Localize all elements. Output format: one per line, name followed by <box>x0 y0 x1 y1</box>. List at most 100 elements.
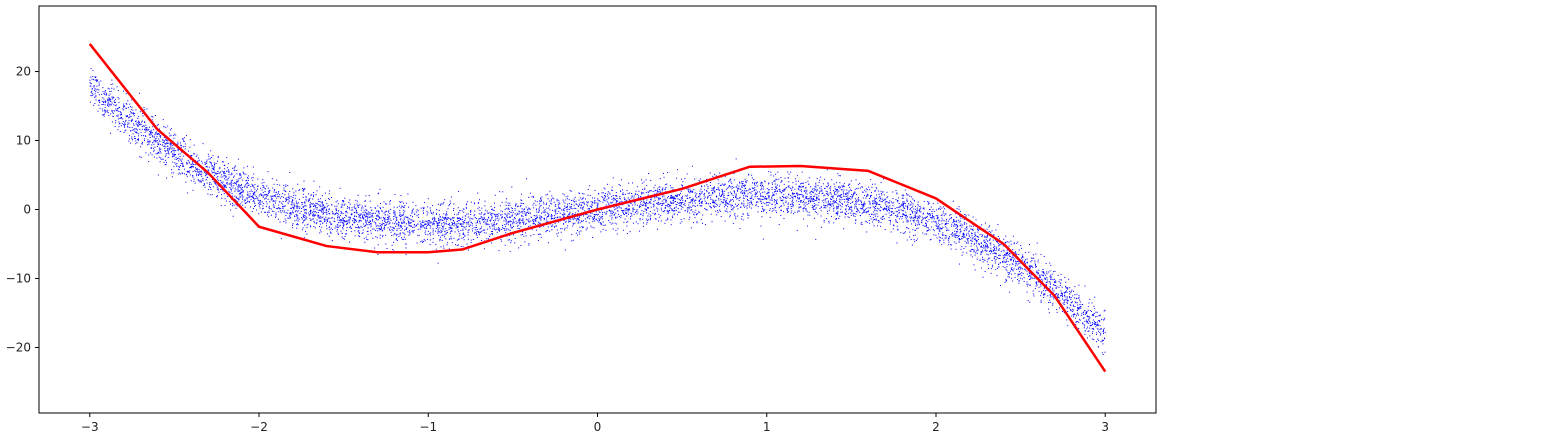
scatter-point <box>151 119 153 121</box>
scatter-point <box>369 211 371 213</box>
scatter-point <box>535 218 537 220</box>
scatter-point <box>936 237 938 239</box>
scatter-point <box>875 186 877 188</box>
scatter-point <box>274 189 276 191</box>
scatter-point <box>748 214 750 216</box>
scatter-point <box>854 192 856 194</box>
scatter-point <box>401 201 403 203</box>
scatter-point <box>906 221 908 223</box>
scatter-point <box>336 210 338 212</box>
scatter-point <box>915 224 917 226</box>
scatter-point <box>958 235 960 237</box>
scatter-point <box>739 188 741 190</box>
scatter-point <box>665 199 667 201</box>
scatter-point <box>756 185 758 187</box>
scatter-point <box>587 201 589 203</box>
scatter-point <box>365 216 367 218</box>
scatter-point <box>1049 281 1051 283</box>
scatter-point <box>720 201 722 203</box>
scatter-point <box>792 203 794 205</box>
scatter-point <box>470 214 472 216</box>
scatter-point <box>1101 339 1103 341</box>
scatter-point <box>1019 266 1020 268</box>
scatter-point <box>152 147 154 149</box>
scatter-point <box>886 191 888 193</box>
scatter-point <box>792 201 794 203</box>
scatter-point <box>1008 273 1010 275</box>
scatter-point <box>898 206 900 208</box>
scatter-point <box>1047 295 1049 297</box>
scatter-point <box>510 225 512 227</box>
scatter-point <box>988 267 990 269</box>
scatter-point <box>993 234 995 236</box>
scatter-point <box>672 197 674 199</box>
scatter-point <box>801 171 803 173</box>
scatter-point <box>297 183 299 185</box>
scatter-point <box>954 221 956 222</box>
scatter-point <box>909 195 911 197</box>
scatter-point <box>282 200 284 202</box>
scatter-point <box>353 219 355 221</box>
scatter-point <box>172 161 174 163</box>
scatter-point <box>733 179 735 181</box>
scatter-point <box>535 229 537 231</box>
scatter-point <box>380 226 382 228</box>
scatter-point <box>470 239 472 241</box>
scatter-point <box>1051 273 1053 275</box>
scatter-point <box>771 188 773 190</box>
scatter-point <box>412 226 414 228</box>
scatter-point <box>647 207 649 209</box>
scatter-point <box>434 230 436 232</box>
scatter-point <box>824 194 826 196</box>
scatter-point <box>263 194 265 196</box>
scatter-point <box>1092 324 1094 325</box>
scatter-point <box>749 192 751 194</box>
scatter-point <box>138 92 140 94</box>
scatter-point <box>922 218 924 220</box>
scatter-point <box>517 205 519 207</box>
scatter-point <box>220 188 222 190</box>
scatter-point <box>812 199 814 201</box>
scatter-point <box>875 205 877 207</box>
scatter-point <box>855 206 857 208</box>
scatter-point <box>280 238 282 240</box>
scatter-point <box>284 194 286 196</box>
scatter-point <box>690 200 692 202</box>
scatter-point <box>1061 293 1063 295</box>
scatter-point <box>112 111 114 113</box>
scatter-point <box>488 224 490 226</box>
scatter-point <box>650 199 652 201</box>
scatter-point <box>553 226 555 228</box>
scatter-point <box>432 213 434 215</box>
scatter-point <box>695 194 697 196</box>
scatter-point <box>399 234 401 236</box>
scatter-point <box>928 201 930 203</box>
scatter-point <box>1056 286 1058 288</box>
scatter-point <box>304 201 306 203</box>
scatter-point <box>289 211 291 213</box>
scatter-point <box>747 199 749 201</box>
scatter-point <box>1005 259 1007 261</box>
scatter-point <box>713 206 715 208</box>
scatter-point <box>455 244 457 246</box>
scatter-point <box>420 227 422 229</box>
scatter-point <box>642 204 644 206</box>
scatter-point <box>366 212 368 214</box>
scatter-point <box>827 183 829 185</box>
scatter-point <box>684 200 686 202</box>
scatter-point <box>394 213 396 215</box>
scatter-point <box>790 207 792 209</box>
scatter-point <box>1024 260 1026 262</box>
scatter-point <box>559 216 561 218</box>
scatter-point <box>198 168 200 170</box>
scatter-point <box>581 227 583 229</box>
scatter-point <box>863 211 865 213</box>
scatter-point <box>1076 310 1078 312</box>
scatter-point <box>941 223 943 225</box>
scatter-point <box>631 195 633 197</box>
scatter-point <box>370 216 372 218</box>
scatter-point <box>330 231 332 233</box>
scatter-point <box>631 192 633 194</box>
scatter-point <box>290 212 292 214</box>
scatter-point <box>441 219 443 221</box>
